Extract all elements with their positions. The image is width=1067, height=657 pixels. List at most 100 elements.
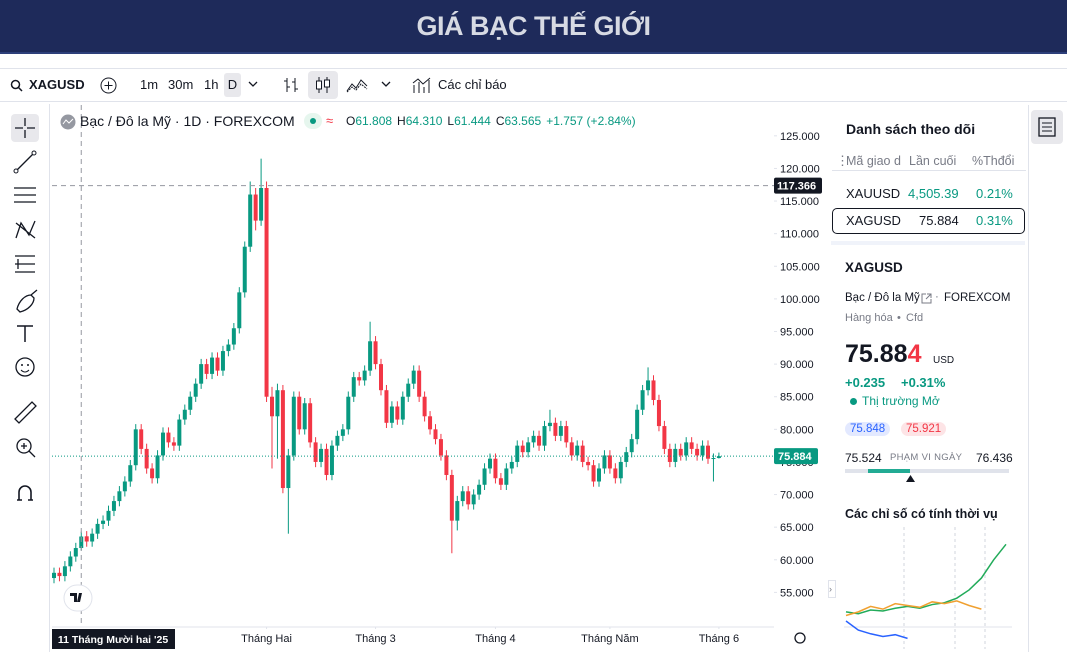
column-header[interactable]: %Thđổi <box>972 154 1015 168</box>
candle-body <box>280 390 285 489</box>
candle-body <box>438 439 443 456</box>
interval[interactable]: 1m <box>140 77 159 92</box>
candle-body <box>210 357 215 374</box>
price-last-digit: 4 <box>907 340 922 368</box>
ask: 75.921 <box>901 422 947 436</box>
symbol[interactable]: XAGUSD <box>29 77 85 92</box>
candle-body <box>259 188 264 221</box>
candle-body <box>640 390 645 410</box>
indicators[interactable]: Các chỉ báo <box>438 77 507 92</box>
candle-body <box>220 351 225 371</box>
page-title: GIÁ BẠC THẾ GIỚI <box>416 11 651 41</box>
candle-body <box>111 501 116 511</box>
candle-body <box>537 435 542 446</box>
candle-body <box>188 396 193 410</box>
candle-body <box>553 422 558 436</box>
candle-body <box>569 442 574 456</box>
tool-icons[interactable] <box>0 104 49 652</box>
last-price-label: 75.884 <box>778 451 813 463</box>
search-icon[interactable] <box>10 79 23 92</box>
separator <box>831 241 1025 245</box>
row-last: 75.884 <box>919 213 959 228</box>
candle-body <box>716 456 721 459</box>
candle-body <box>460 491 465 502</box>
crosshair-date-box <box>52 629 175 649</box>
candle-body <box>629 439 634 453</box>
candle-body <box>204 364 209 374</box>
candle-body <box>433 429 438 440</box>
selected-row[interactable] <box>832 208 1025 234</box>
range-label: PHẠM VI NGÀY <box>890 452 963 463</box>
column-header[interactable]: Mã giao d <box>846 154 901 168</box>
candle-body <box>270 396 274 417</box>
y-tick-label: 120.000 <box>780 163 820 175</box>
range-low: 75.524 <box>845 451 882 465</box>
compare-icon[interactable] <box>346 77 368 93</box>
candle-body <box>73 548 78 557</box>
candle-body <box>128 465 133 482</box>
add-symbol[interactable] <box>100 77 117 94</box>
range-fill <box>868 469 910 473</box>
drawing-toolbar <box>0 104 50 652</box>
candle-body <box>166 432 171 443</box>
bar-icon[interactable] <box>282 76 300 94</box>
candle-body <box>237 292 242 329</box>
candle-body <box>362 370 367 381</box>
y-tick-label: 100.000 <box>780 294 820 306</box>
candle-body <box>526 442 531 453</box>
y-tick-label: 125.000 <box>780 131 820 143</box>
candle-body <box>667 448 672 462</box>
candle-body <box>133 429 138 466</box>
dropdown[interactable] <box>381 81 391 89</box>
watchlist-button[interactable] <box>1031 110 1063 144</box>
x-tick-label: Tháng Năm <box>581 633 638 645</box>
ohlc-value: 61.444 <box>454 114 491 128</box>
interval[interactable]: 1h <box>204 77 219 92</box>
candle-body <box>144 448 149 469</box>
dropdown[interactable] <box>248 81 258 89</box>
y-tick-label: 70.000 <box>780 490 814 502</box>
candle-body <box>662 426 667 449</box>
column-header[interactable]: Lần cuối <box>909 154 957 168</box>
candle-body <box>444 455 449 475</box>
candle-body <box>389 406 394 423</box>
candle-body <box>215 357 220 371</box>
row-symbol[interactable]: XAGUSD <box>846 213 901 228</box>
candle-body <box>84 536 89 542</box>
candle-active[interactable] <box>308 71 338 99</box>
candle-body <box>547 422 552 427</box>
seasonal-line <box>845 600 982 617</box>
crosshair-price-box <box>774 177 822 194</box>
candle-body <box>515 445 520 462</box>
candle-body <box>498 478 503 485</box>
candle-body <box>122 481 127 492</box>
candle-body <box>477 484 482 495</box>
candle-body <box>400 396 405 420</box>
row-change: 0.21% <box>976 186 1013 201</box>
candle-body <box>493 458 498 479</box>
candle-body <box>335 435 340 446</box>
y-tick-label: 80.000 <box>780 424 814 436</box>
candle-body <box>57 572 62 577</box>
candle-body <box>351 377 356 397</box>
crosshair-date: 11 Tháng Mười hai '25 <box>58 634 169 646</box>
collapse-handle[interactable]: › <box>828 580 836 598</box>
range-marker <box>906 475 915 482</box>
ohlc-label: H <box>397 114 406 128</box>
detail-price: 75.884 <box>845 340 921 369</box>
interval[interactable]: 30m <box>168 77 194 92</box>
candle-body <box>607 455 612 469</box>
seasonal-line <box>845 543 1007 615</box>
seasonals-chart[interactable] <box>844 527 1012 649</box>
row-symbol[interactable]: XAUUSD <box>846 186 901 201</box>
market-status: Thị trường Mở <box>862 394 940 408</box>
external-icon[interactable] <box>921 293 932 304</box>
y-tick-label: 115.000 <box>780 196 819 208</box>
candle-body <box>613 468 618 479</box>
interval-active[interactable]: D <box>224 73 241 97</box>
price-chart[interactable]: 55.00060.00065.00070.00075.00080.00085.0… <box>52 105 828 650</box>
candle-body <box>95 523 100 534</box>
indicators-icon[interactable] <box>412 76 432 94</box>
candle-body <box>471 494 476 505</box>
seasonals-title[interactable]: Các chỉ số có tính thời vụ <box>845 507 998 521</box>
